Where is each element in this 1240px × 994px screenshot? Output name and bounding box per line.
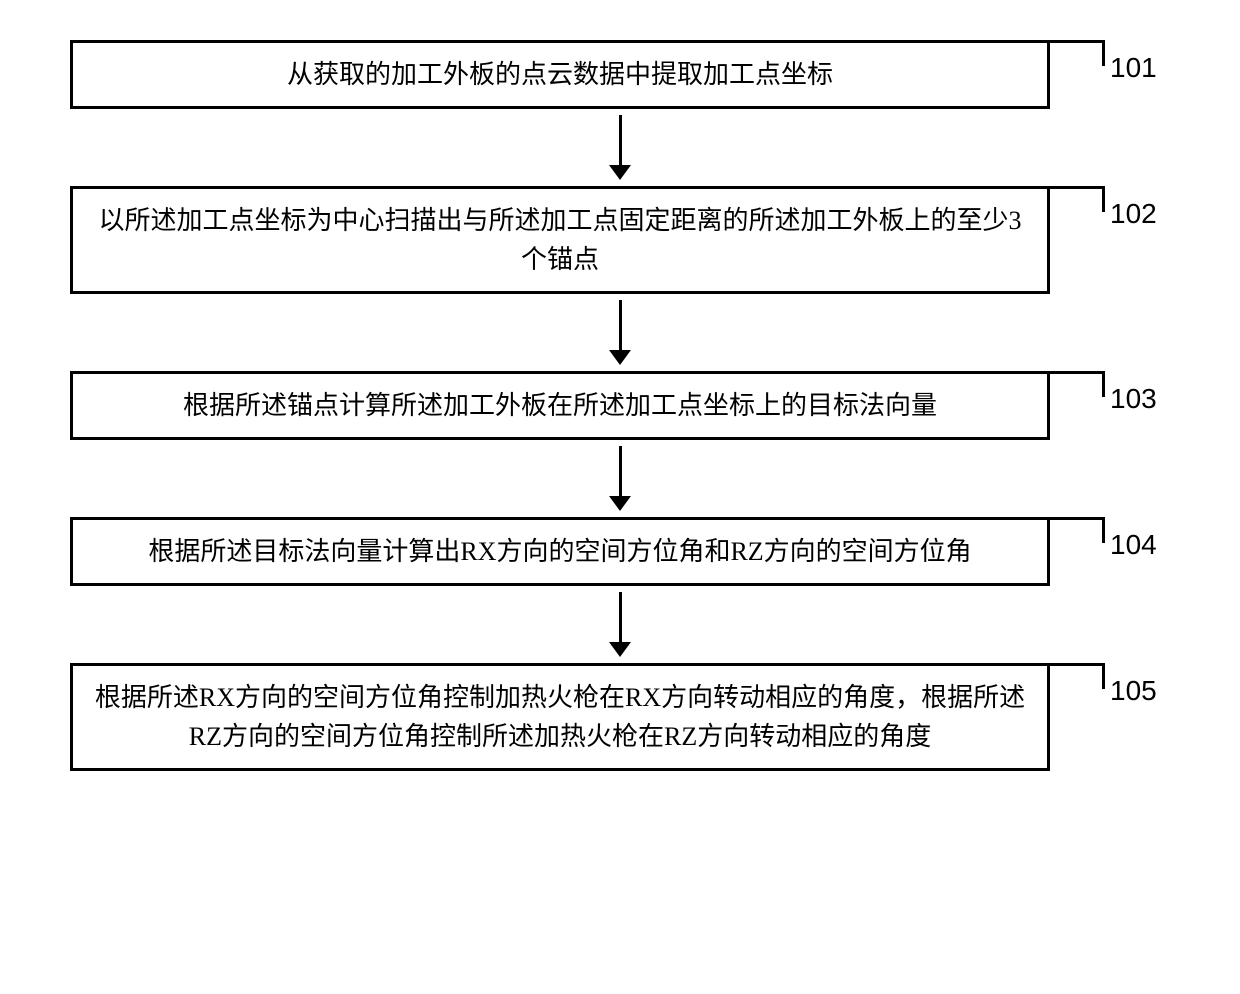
arrow-head-icon: [609, 642, 631, 657]
arrow-head-icon: [609, 350, 631, 365]
flowchart-step-row: 以所述加工点坐标为中心扫描出与所述加工点固定距离的所述加工外板上的至少3个锚点 …: [70, 186, 1170, 294]
flowchart-step-row: 根据所述目标法向量计算出RX方向的空间方位角和RZ方向的空间方位角 104: [70, 517, 1170, 586]
label-connector-line: [1050, 663, 1105, 689]
flowchart-arrow: [130, 115, 1110, 180]
flowchart-step-box: 根据所述锚点计算所述加工外板在所述加工点坐标上的目标法向量: [70, 371, 1050, 440]
arrow-line: [619, 592, 622, 642]
flowchart-container: 从获取的加工外板的点云数据中提取加工点坐标 101 以所述加工点坐标为中心扫描出…: [70, 40, 1170, 771]
arrow-line: [619, 300, 622, 350]
step-label: 103: [1110, 383, 1157, 415]
flowchart-step-box: 根据所述RX方向的空间方位角控制加热火枪在RX方向转动相应的角度，根据所述RZ方…: [70, 663, 1050, 771]
step-label: 104: [1110, 529, 1157, 561]
label-connector-line: [1050, 40, 1105, 66]
flowchart-step-row: 根据所述锚点计算所述加工外板在所述加工点坐标上的目标法向量 103: [70, 371, 1170, 440]
arrow-head-icon: [609, 165, 631, 180]
arrow-line: [619, 446, 622, 496]
label-connector-line: [1050, 186, 1105, 212]
step-text: 根据所述锚点计算所述加工外板在所述加工点坐标上的目标法向量: [183, 386, 937, 425]
flowchart-arrow: [130, 446, 1110, 511]
step-text: 根据所述目标法向量计算出RX方向的空间方位角和RZ方向的空间方位角: [148, 532, 971, 571]
step-text: 从获取的加工外板的点云数据中提取加工点坐标: [287, 55, 833, 94]
flowchart-step-box: 根据所述目标法向量计算出RX方向的空间方位角和RZ方向的空间方位角: [70, 517, 1050, 586]
flowchart-arrow: [130, 592, 1110, 657]
flowchart-step-row: 从获取的加工外板的点云数据中提取加工点坐标 101: [70, 40, 1170, 109]
flowchart-step-box: 从获取的加工外板的点云数据中提取加工点坐标: [70, 40, 1050, 109]
step-label: 101: [1110, 52, 1157, 84]
step-text: 根据所述RX方向的空间方位角控制加热火枪在RX方向转动相应的角度，根据所述RZ方…: [93, 678, 1027, 756]
arrow-head-icon: [609, 496, 631, 511]
flowchart-step-row: 根据所述RX方向的空间方位角控制加热火枪在RX方向转动相应的角度，根据所述RZ方…: [70, 663, 1170, 771]
arrow-line: [619, 115, 622, 165]
label-connector-line: [1050, 371, 1105, 397]
label-connector-line: [1050, 517, 1105, 543]
flowchart-step-box: 以所述加工点坐标为中心扫描出与所述加工点固定距离的所述加工外板上的至少3个锚点: [70, 186, 1050, 294]
step-label: 105: [1110, 675, 1157, 707]
step-label: 102: [1110, 198, 1157, 230]
flowchart-arrow: [130, 300, 1110, 365]
step-text: 以所述加工点坐标为中心扫描出与所述加工点固定距离的所述加工外板上的至少3个锚点: [93, 201, 1027, 279]
